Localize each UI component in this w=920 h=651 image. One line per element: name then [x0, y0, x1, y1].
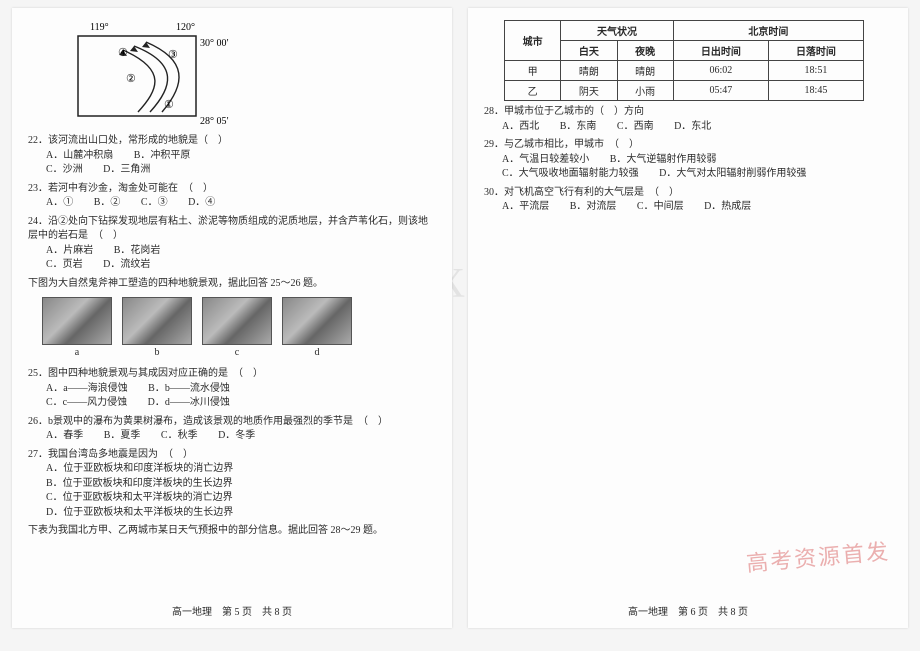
svg-text:④: ④	[118, 47, 128, 59]
right-footer: 高一地理 第 6 页 共 8 页	[468, 603, 908, 618]
page-right: 城市 天气状况 北京时间 白天 夜晚 日出时间 日落时间 甲 晴朗 晴朗 06:…	[468, 8, 908, 628]
q30-A: A．平流层	[502, 200, 549, 215]
th-night: 夜晚	[617, 41, 673, 61]
svg-text:②: ②	[126, 73, 136, 85]
q30-stem: 30．对飞机高空飞行有利的大气层是 （ ）	[484, 186, 892, 201]
q22: 22．该河流出山口处，常形成的地貌是（ ） A．山麓冲积扇 B．冲积平原 C．沙…	[28, 134, 436, 178]
q30-D: D．热成层	[704, 200, 751, 215]
q24-C: C．页岩	[46, 258, 83, 273]
q24: 24．沿②处向下钻探发现地层有粘土、淤泥等物质组成的泥质地层，并含芦苇化石，则该…	[28, 215, 436, 273]
q30-C: C．中间层	[637, 200, 684, 215]
q25-A: A．a——海浪侵蚀	[46, 382, 128, 397]
q23: 23．若河中有沙金，淘金处可能在 （ ） A．① B．② C．③ D．④	[28, 182, 436, 211]
q23-D: D．④	[188, 196, 215, 211]
q27-A: A．位于亚欧板块和印度洋板块的消亡边界	[46, 462, 436, 477]
q26: 26．b景观中的瀑布为黄果树瀑布，造成该景观的地质作用最强烈的季节是 （ ） A…	[28, 415, 436, 444]
weather-table: 城市 天气状况 北京时间 白天 夜晚 日出时间 日落时间 甲 晴朗 晴朗 06:…	[504, 20, 864, 101]
q22-C: C．沙洲	[46, 163, 83, 178]
q30-B: B．对流层	[570, 200, 617, 215]
q26-C: C．秋季	[161, 429, 198, 444]
q28-C: C．西南	[617, 120, 654, 135]
q25: 25．图中四种地貌景观与其成因对应正确的是 （ ） A．a——海浪侵蚀 B．b—…	[28, 367, 436, 411]
th-set: 日落时间	[768, 41, 863, 61]
left-footer: 高一地理 第 5 页 共 8 页	[12, 603, 452, 618]
svg-text:①: ①	[164, 99, 174, 111]
table-row: 乙 阴天 小雨 05:47 18:45	[505, 81, 864, 101]
imgs-lead: 下图为大自然鬼斧神工塑造的四种地貌景观，据此回答 25～26 题。	[28, 277, 436, 292]
q28-B: B．东南	[560, 120, 597, 135]
q27-D: D．位于亚欧板块和太平洋板块的生长边界	[46, 506, 436, 521]
q26-stem: 26．b景观中的瀑布为黄果树瀑布，造成该景观的地质作用最强烈的季节是 （ ）	[28, 415, 436, 430]
q27: 27．我国台湾岛多地震是因为 （ ） A．位于亚欧板块和印度洋板块的消亡边界 B…	[28, 448, 436, 521]
landform-images	[42, 297, 436, 345]
q28: 28．甲城市位于乙城市的（ ）方向 A．西北 B．东南 C．西南 D．东北	[484, 105, 892, 134]
q25-D: D．d——冰川侵蚀	[148, 396, 230, 411]
q28-A: A．西北	[502, 120, 539, 135]
q29-D: D．大气对太阳辐射削弱作用较强	[659, 167, 806, 182]
q22-D: D．三角洲	[103, 163, 150, 178]
page-left: 119° 120° 30° 00′ 28° 05′ ① ② ③ ④ 22．该河流…	[12, 8, 452, 628]
q26-A: A．春季	[46, 429, 83, 444]
q23-A: A．①	[46, 196, 73, 211]
q23-stem: 23．若河中有沙金，淘金处可能在 （ ）	[28, 182, 436, 197]
table-row: 甲 晴朗 晴朗 06:02 18:51	[505, 61, 864, 81]
th-city: 城市	[505, 21, 561, 61]
th-rise: 日出时间	[673, 41, 768, 61]
th-day: 白天	[561, 41, 617, 61]
q22-B: B．冲积平原	[134, 149, 191, 164]
lat-label-1: 30° 00′	[200, 38, 229, 49]
q27-C: C．位于亚欧板块和太平洋板块的消亡边界	[46, 491, 436, 506]
lng-label-2: 120°	[176, 22, 195, 33]
q25-B: B．b——流水侵蚀	[148, 382, 230, 397]
th-wx: 天气状况	[561, 21, 674, 41]
thumb-b	[122, 297, 192, 345]
q24-D: D．流纹岩	[103, 258, 150, 273]
thumb-c	[202, 297, 272, 345]
thumb-a	[42, 297, 112, 345]
q24-stem: 24．沿②处向下钻探发现地层有粘土、淤泥等物质组成的泥质地层，并含芦苇化石，则该…	[28, 215, 436, 244]
q26-D: D．冬季	[218, 429, 255, 444]
svg-text:③: ③	[168, 49, 178, 61]
th-bj: 北京时间	[673, 21, 863, 41]
q22-stem: 22．该河流出山口处，常形成的地貌是（ ）	[28, 134, 436, 149]
river-diagram: 119° 120° 30° 00′ 28° 05′ ① ② ③ ④	[68, 20, 238, 130]
q25-stem: 25．图中四种地貌景观与其成因对应正确的是 （ ）	[28, 367, 436, 382]
q26-B: B．夏季	[104, 429, 141, 444]
q27-B: B．位于亚欧板块和印度洋板块的生长边界	[46, 477, 436, 492]
q24-A: A．片麻岩	[46, 244, 93, 259]
q25-C: C．c——风力侵蚀	[46, 396, 127, 411]
q29: 29．与乙城市相比，甲城市 （ ） A．气温日较差较小 B．大气逆辐射作用较弱 …	[484, 138, 892, 182]
left-tail: 下表为我国北方甲、乙两城市某日天气预报中的部分信息。据此回答 28～29 题。	[28, 524, 436, 539]
q23-B: B．②	[94, 196, 121, 211]
q23-C: C．③	[141, 196, 168, 211]
thumb-d	[282, 297, 352, 345]
q28-stem: 28．甲城市位于乙城市的（ ）方向	[484, 105, 892, 120]
q22-A: A．山麓冲积扇	[46, 149, 113, 164]
lng-label-1: 119°	[90, 22, 109, 33]
lat-label-2: 28° 05′	[200, 116, 229, 127]
q24-B: B．花岗岩	[114, 244, 161, 259]
q29-stem: 29．与乙城市相比，甲城市 （ ）	[484, 138, 892, 153]
q29-A: A．气温日较差较小	[502, 153, 589, 168]
q27-stem: 27．我国台湾岛多地震是因为 （ ）	[28, 448, 436, 463]
q29-C: C．大气吸收地面辐射能力较强	[502, 167, 639, 182]
q29-B: B．大气逆辐射作用较弱	[610, 153, 717, 168]
q28-D: D．东北	[674, 120, 711, 135]
q30: 30．对飞机高空飞行有利的大气层是 （ ） A．平流层 B．对流层 C．中间层 …	[484, 186, 892, 215]
